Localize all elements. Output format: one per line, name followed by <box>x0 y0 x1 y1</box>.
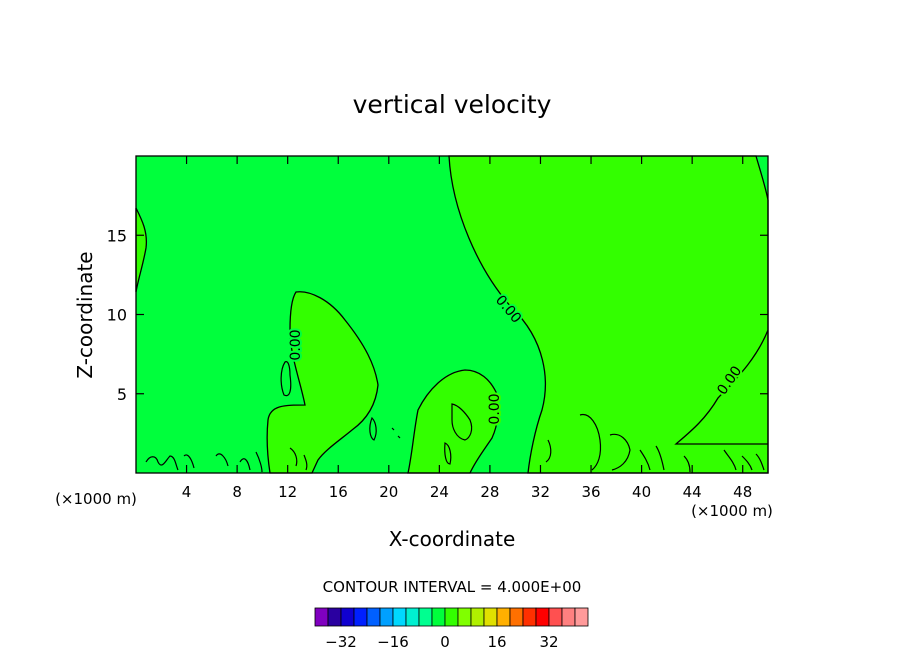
positive-region-upper-right <box>448 155 769 474</box>
contour-line <box>145 451 263 473</box>
contour-label: 0.00 <box>288 329 304 360</box>
colorbar-tick-label: 32 <box>539 633 558 651</box>
x-tick-label: 8 <box>232 483 242 501</box>
colorbar-swatch <box>314 607 329 627</box>
colorbar-swatch <box>561 607 576 627</box>
contour-line <box>579 414 602 471</box>
x-tick-label: 12 <box>278 483 297 501</box>
colorbar: −32 −16 0 16 32 <box>314 607 589 651</box>
x-unit-right: (×1000 m) <box>691 502 773 520</box>
x-tick-label: 44 <box>683 483 702 501</box>
colorbar-swatch <box>535 607 550 627</box>
positive-region-left-top <box>135 207 148 293</box>
colorbar-tick-label: 0 <box>440 633 450 651</box>
contour-line <box>289 447 308 471</box>
colorbar-swatch <box>379 607 394 627</box>
y-tick-label: 5 <box>117 385 127 404</box>
colorbar-swatch <box>522 607 537 627</box>
x-axis: 4 8 12 16 20 24 28 32 36 40 44 48 <box>182 156 752 501</box>
colorbar-swatch <box>483 607 498 627</box>
colorbar-tick-label: 16 <box>487 633 506 651</box>
colorbar-swatch <box>353 607 368 627</box>
contour-line <box>639 445 765 473</box>
colorbar-swatch <box>548 607 563 627</box>
y-tick-label: 10 <box>107 306 127 325</box>
contour-label: 0.00 <box>487 393 503 424</box>
colorbar-tick-label: −32 <box>325 633 357 651</box>
colorbar-swatch <box>470 607 485 627</box>
colorbar-tick-label: −16 <box>377 633 409 651</box>
chart-title: vertical velocity <box>353 90 552 119</box>
colorbar-swatch <box>431 607 446 627</box>
colorbar-swatch <box>418 607 433 627</box>
x-tick-label: 36 <box>581 483 600 501</box>
contour-line <box>545 439 552 463</box>
colorbar-swatch <box>444 607 459 627</box>
x-tick-label: 20 <box>379 483 398 501</box>
colorbar-swatch <box>366 607 381 627</box>
plot-area: 0.00 0.00 0.00 0.00 <box>135 155 769 474</box>
x-axis-title: X-coordinate <box>389 527 516 551</box>
x-tick-label: 32 <box>531 483 550 501</box>
colorbar-swatch <box>509 607 524 627</box>
colorbar-swatch <box>457 607 472 627</box>
colorbar-swatch <box>340 607 355 627</box>
positive-region-mid-center <box>407 369 499 474</box>
contour-line <box>609 433 631 471</box>
colorbar-swatch <box>392 607 407 627</box>
y-tick-label: 15 <box>107 226 127 245</box>
x-unit-left: (×1000 m) <box>55 490 137 508</box>
colorbar-swatch <box>574 607 589 627</box>
positive-regions <box>135 155 769 474</box>
y-axis: 5 10 15 <box>107 226 768 404</box>
x-tick-label: 48 <box>733 483 752 501</box>
contour-line <box>369 416 377 441</box>
contour-line <box>280 361 292 397</box>
contour-interval-label: CONTOUR INTERVAL = 4.000E+00 <box>323 578 582 596</box>
contour-line <box>391 427 401 439</box>
x-tick-label: 28 <box>480 483 499 501</box>
colorbar-swatch <box>405 607 420 627</box>
x-tick-label: 16 <box>329 483 348 501</box>
colorbar-swatch <box>496 607 511 627</box>
x-tick-label: 24 <box>430 483 449 501</box>
contour-lines <box>145 361 765 473</box>
y-axis-title: Z-coordinate <box>73 251 97 378</box>
contour-line <box>451 403 473 441</box>
x-tick-label: 4 <box>182 483 192 501</box>
x-tick-label: 40 <box>632 483 651 501</box>
contour-line <box>444 442 452 465</box>
colorbar-swatch <box>327 607 342 627</box>
